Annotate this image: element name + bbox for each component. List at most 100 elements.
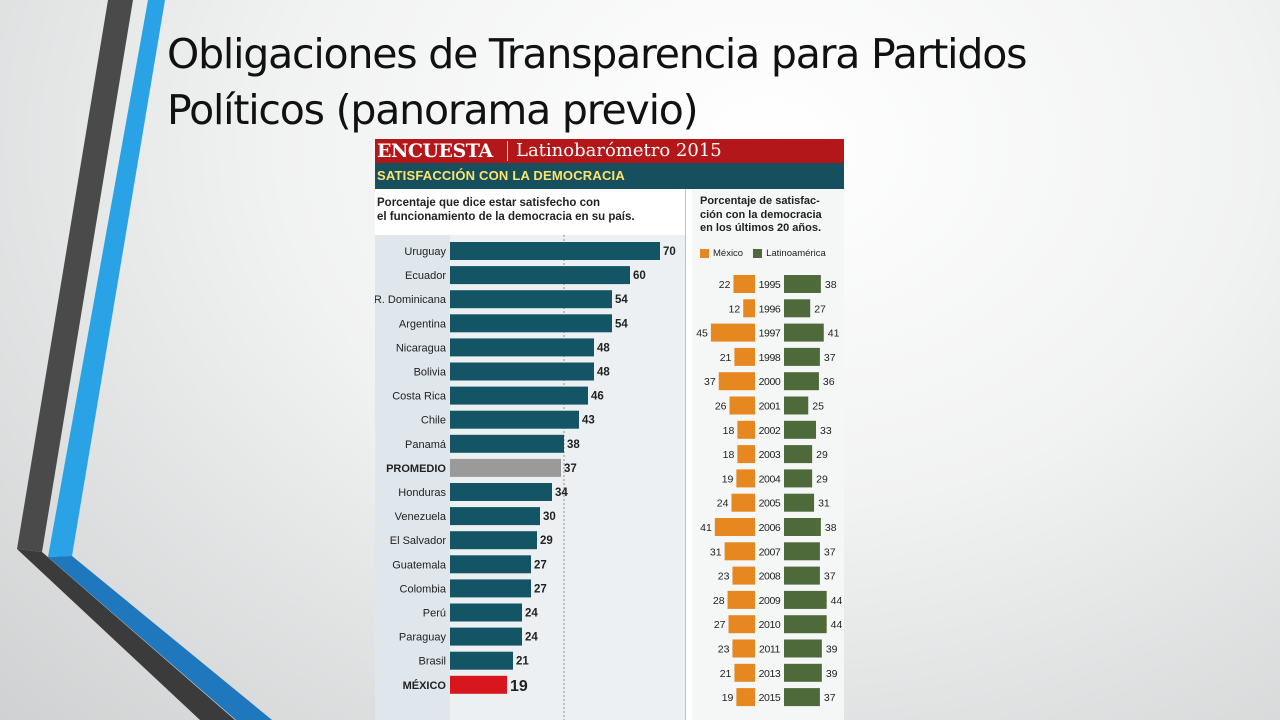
country-bar: [450, 314, 612, 333]
banner-tag: ENCUESTA: [377, 140, 493, 162]
mexico-value: 18: [723, 449, 735, 461]
mexico-value: 23: [718, 644, 730, 656]
latam-value: 39: [826, 668, 838, 680]
country-label: Costa Rica: [392, 391, 447, 403]
country-bar: [450, 483, 552, 501]
mexico-value: 12: [729, 303, 741, 315]
right-subtitle-line-2: ción con la democracia: [700, 208, 822, 221]
slide-decoration: [17, 0, 272, 720]
latam-bar: [784, 275, 821, 293]
country-label: Perú: [423, 608, 446, 620]
latam-value: 25: [812, 401, 824, 413]
latam-bar: [784, 493, 815, 512]
chart-legend: México Latinoamérica: [700, 248, 826, 259]
year-label: 2001: [759, 401, 781, 413]
latam-value: 31: [818, 498, 830, 510]
country-bar: [450, 338, 594, 357]
latam-bar: [784, 372, 819, 391]
country-label: R. Dominicana: [375, 294, 447, 306]
country-value: 27: [534, 559, 547, 571]
mexico-bar: [729, 396, 755, 415]
mexico-value: 18: [723, 425, 735, 437]
mexico-value: 24: [717, 498, 729, 510]
country-label: MÉXICO: [403, 679, 447, 692]
country-bar: [450, 675, 507, 694]
country-bar: [450, 579, 531, 598]
mexico-bar: [743, 299, 755, 318]
country-label: Bolivia: [414, 367, 447, 379]
country-bar: [450, 651, 513, 670]
mexico-bar: [737, 420, 755, 439]
country-label: Colombia: [400, 583, 447, 595]
latam-bar: [784, 615, 827, 634]
mexico-bar: [736, 469, 755, 488]
slide-title: Obligaciones de Transparencia para Parti…: [167, 26, 1247, 138]
right-subtitle-line-3: en los últimos 20 años.: [700, 222, 822, 234]
latam-value: 41: [828, 328, 840, 340]
mexico-bar: [734, 663, 755, 682]
country-value: 27: [534, 583, 547, 595]
country-value: 48: [597, 342, 610, 354]
legend-swatch-mexico: [700, 249, 709, 258]
latam-bar: [784, 323, 824, 342]
panel-divider: [685, 189, 686, 720]
country-label: El Salvador: [390, 535, 447, 547]
left-chart-subtitle: Porcentaje que dice estar satisfecho con…: [377, 196, 677, 224]
country-bar: [450, 266, 630, 285]
latam-bar: [784, 590, 827, 609]
survey-infographic: Uruguay 70 Ecuador 60 R. Dominicana 54 Argenti…: [375, 139, 844, 720]
slide-title-line-2: Políticos (panorama previo): [167, 86, 699, 134]
latam-value: 37: [824, 546, 836, 558]
country-value: 24: [525, 608, 538, 620]
mexico-value: 45: [696, 328, 708, 340]
country-label: Honduras: [398, 487, 446, 499]
mexico-value: 37: [704, 376, 716, 388]
country-label: Guatemala: [392, 559, 447, 571]
mexico-bar: [714, 518, 755, 536]
country-bar: [450, 410, 579, 429]
right-chart-subtitle: Porcentaje de satisfac- ción con la demo…: [700, 195, 840, 236]
mexico-bar: [733, 275, 755, 293]
country-bar: [450, 603, 522, 622]
mexico-bar: [731, 493, 755, 512]
latam-value: 29: [816, 473, 828, 485]
latam-value: 29: [816, 449, 828, 461]
country-label: Venezuela: [395, 511, 447, 523]
country-label: Nicaragua: [396, 342, 447, 354]
banner-source: Latinobarómetro 2015: [507, 141, 722, 161]
mexico-value: 31: [710, 546, 722, 558]
country-label: Paraguay: [399, 632, 447, 644]
latam-bar: [784, 518, 821, 536]
latam-value: 36: [823, 376, 835, 388]
legend-swatch-latam: [753, 249, 763, 258]
year-label: 1996: [759, 303, 781, 315]
country-label: Ecuador: [405, 270, 446, 282]
latam-value: 27: [814, 303, 826, 315]
latam-bar: [784, 542, 820, 561]
mexico-bar: [724, 542, 755, 561]
country-bar: [450, 242, 660, 260]
country-value: 48: [597, 367, 610, 379]
mexico-bar: [732, 566, 755, 585]
country-value: 21: [516, 656, 529, 668]
mexico-value: 23: [718, 571, 730, 583]
country-label: Panamá: [405, 439, 447, 451]
country-value: 46: [591, 391, 604, 403]
mexico-value: 28: [713, 595, 725, 607]
latam-bar: [784, 469, 813, 488]
section-title: SATISFACCIÓN CON LA DEMOCRACIA: [375, 163, 844, 189]
mexico-bar: [710, 323, 755, 342]
survey-banner: ENCUESTA Latinobarómetro 2015: [375, 139, 844, 163]
mexico-value: 21: [720, 352, 732, 364]
year-label: 2000: [759, 376, 781, 388]
country-bar: [450, 507, 540, 526]
country-label: Chile: [421, 415, 446, 427]
latam-value: 33: [820, 425, 832, 437]
year-label: 2013: [759, 668, 781, 680]
country-value: 54: [615, 318, 628, 330]
mexico-value: 41: [700, 522, 712, 534]
country-bar: [450, 627, 522, 646]
latam-bar: [784, 299, 811, 318]
mexico-bar: [732, 639, 755, 658]
year-label: 2008: [759, 571, 781, 583]
